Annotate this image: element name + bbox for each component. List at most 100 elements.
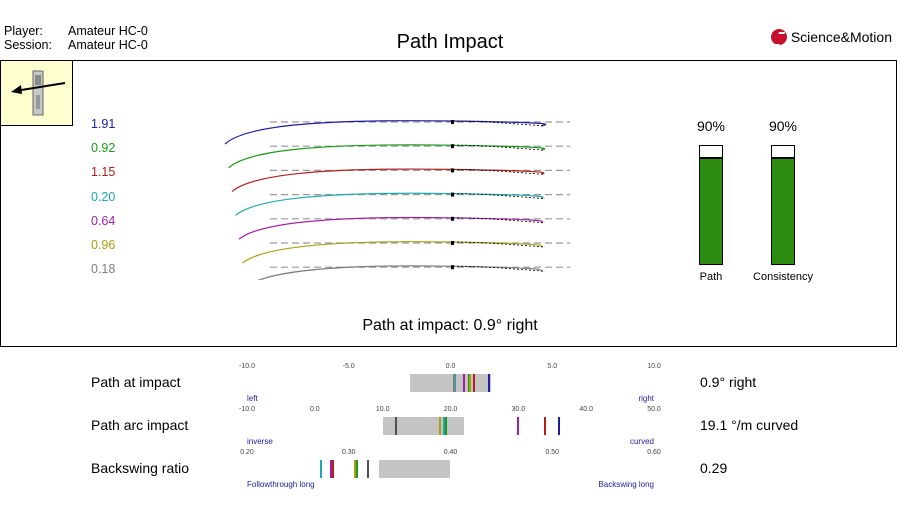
trace-row — [224, 120, 570, 145]
player-label: Player: — [4, 24, 43, 38]
trace-line — [238, 216, 544, 240]
scale-tick-label: 20.0 — [443, 406, 458, 413]
session-value: Amateur HC-0 — [68, 38, 148, 52]
trace-line — [231, 168, 545, 193]
scale-tick-label: 10.0 — [647, 363, 661, 370]
brand-name: Science&Motion — [790, 29, 892, 45]
scale-marker — [367, 460, 370, 478]
scale-marker — [395, 417, 398, 435]
trace-row — [257, 265, 570, 280]
scale-marker — [472, 374, 475, 392]
scale-marker — [355, 460, 358, 478]
scale-marker — [517, 417, 520, 435]
trace-row — [228, 144, 570, 169]
scale-result: 0.9° right — [700, 374, 757, 390]
impact-point — [451, 168, 454, 173]
scale-marker — [488, 374, 491, 392]
meter-percent: 90% — [696, 118, 726, 134]
trace-reference-dotted — [452, 193, 546, 199]
putter-direction-icon — [1, 61, 73, 126]
trace-reference-dotted — [452, 241, 546, 248]
scale-tick-label: 30.0 — [511, 406, 526, 413]
scale-marker — [445, 417, 448, 435]
meter-label: Consistency — [753, 271, 813, 283]
page-title: Path Impact — [396, 31, 504, 53]
scale-tick-label: 50.0 — [647, 406, 661, 413]
meter-fill — [699, 157, 723, 265]
series-value-label: 0.92 — [91, 141, 116, 156]
path-trace-chart — [224, 120, 570, 280]
scale-marker — [332, 460, 335, 478]
trace-line — [257, 265, 544, 280]
trace-line — [224, 120, 547, 145]
impact-point — [451, 265, 454, 270]
scale-marker — [453, 374, 456, 392]
trace-row — [238, 216, 570, 240]
scale-marker — [353, 460, 356, 478]
scale-right-label: curved — [629, 437, 654, 446]
impact-point — [451, 120, 454, 124]
scale-tick-label: 0.40 — [443, 449, 458, 456]
scale-left-label: Followthrough long — [247, 480, 315, 489]
scale-label: Backswing ratio — [91, 460, 190, 476]
series-value-label: 0.96 — [91, 238, 116, 252]
scale-result: 0.29 — [700, 460, 728, 476]
science-motion-logo-icon — [770, 29, 787, 45]
scale-left-label: inverse — [247, 437, 273, 446]
scale-tick-label: -10.0 — [239, 406, 255, 413]
trace-reference-dotted — [452, 265, 546, 272]
trace-line — [228, 144, 546, 169]
scale-right-label: right — [638, 394, 654, 403]
meter-label: Path — [699, 271, 723, 283]
scale-tick-label: 10.0 — [375, 406, 390, 413]
impact-point — [451, 216, 454, 221]
trace-line — [235, 192, 544, 216]
trace-row — [235, 192, 570, 216]
series-value-label: 0.64 — [91, 213, 116, 228]
scale-marker — [442, 417, 445, 435]
trace-reference-dotted — [452, 169, 546, 175]
impact-point — [451, 144, 454, 149]
scale-tick-label: 0.60 — [647, 449, 661, 456]
scale-bar — [0, 0, 407, 20]
trace-reference-dotted — [452, 144, 546, 151]
scale-normal-range — [409, 374, 492, 392]
scale-marker — [462, 374, 465, 392]
series-value-label: 0.20 — [91, 189, 116, 204]
scale-result: 19.1 °/m curved — [700, 417, 799, 433]
meter-fill — [771, 157, 795, 265]
scale-rows: Path at impact 0.9° right -10.0 -5.0 0.0 5.0 1… — [0, 0, 900, 489]
series-value-label: 0.18 — [91, 262, 116, 277]
scale-left-label: left — [247, 394, 258, 403]
series-value-label: 1.91 — [91, 117, 116, 131]
scale-label: Path arc impact — [91, 417, 189, 433]
series-value-label: 1.15 — [91, 165, 116, 180]
scale-tick-label: 0.30 — [341, 449, 356, 456]
path-trace-panel — [0, 60, 897, 347]
impact-point — [451, 241, 454, 245]
scale-tick-label: 0.50 — [545, 449, 560, 456]
scale-normal-range — [379, 460, 451, 478]
scale-right-label: Backswing long — [598, 480, 654, 489]
scale-tick-label: 0.0 — [309, 406, 320, 413]
scale-marker — [558, 417, 561, 435]
brand-logo: Science&Motion — [770, 27, 892, 47]
scale-marker — [320, 460, 323, 478]
trace-reference-dotted — [452, 217, 546, 224]
trace-reference-dotted — [452, 120, 546, 127]
meter-percent: 90% — [768, 118, 798, 134]
scale-label: Path at impact — [91, 374, 181, 390]
scale-tick-label: 0.0 — [445, 363, 456, 370]
player-value: Amateur HC-0 — [68, 24, 148, 38]
impact-point — [451, 192, 454, 197]
path-at-impact-summary: Path at impact: 0.9° right — [362, 317, 538, 334]
scale-marker — [544, 417, 547, 435]
trace-line — [242, 241, 544, 264]
scale-tick-label: -5.0 — [342, 363, 355, 370]
scale-tick-label: -10.0 — [239, 363, 255, 370]
session-label: Session: — [4, 38, 52, 52]
putter-arrow-icon — [11, 70, 66, 116]
trace-row — [242, 241, 570, 264]
scale-marker — [469, 374, 472, 392]
scale-tick-label: 40.0 — [579, 406, 593, 413]
